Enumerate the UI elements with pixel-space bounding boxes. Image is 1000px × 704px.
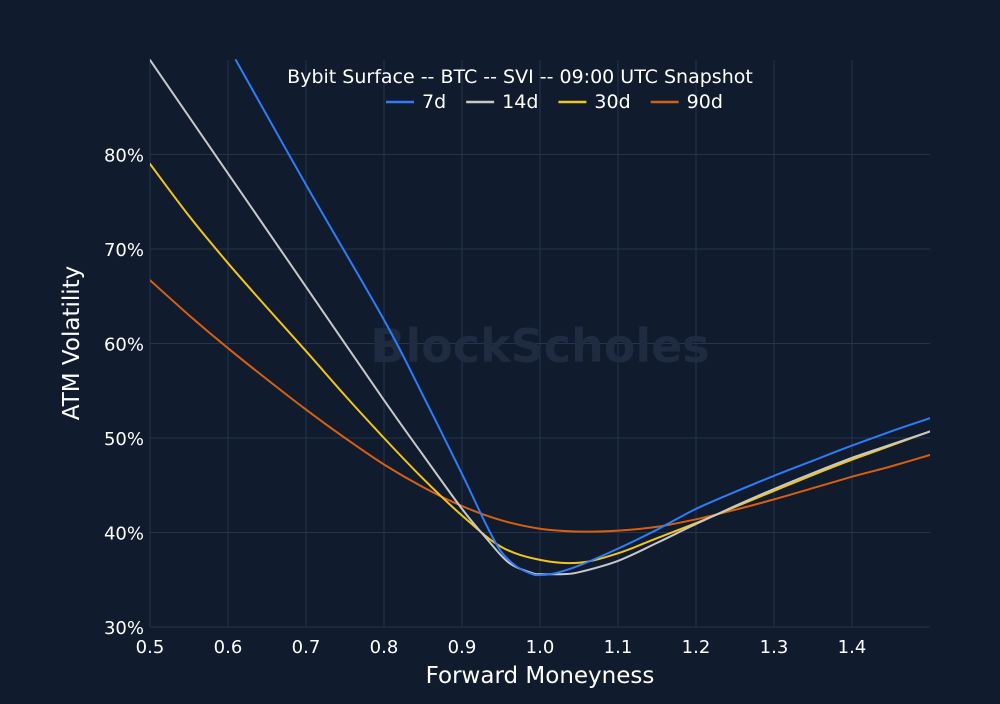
x-tick-label: 1.0 — [526, 637, 555, 658]
x-tick-label: 0.9 — [448, 637, 477, 658]
y-tick-label: 60% — [104, 335, 144, 356]
x-axis-title: Forward Moneyness — [426, 663, 655, 689]
x-tick-label: 1.4 — [838, 637, 867, 658]
y-tick-labels: 30% 40% 50% 60% 70% 80% — [104, 146, 144, 640]
y-tick-label: 70% — [104, 240, 144, 261]
y-axis-title: ATM Volatility — [59, 266, 85, 420]
legend-label-90d: 90d — [687, 91, 723, 113]
legend-label-30d: 30d — [594, 91, 630, 113]
chart-title: Bybit Surface -- BTC -- SVI -- 09:00 UTC… — [287, 66, 753, 88]
x-tick-label: 0.8 — [370, 637, 399, 658]
legend-label-14d: 14d — [502, 91, 538, 113]
x-tick-label: 0.6 — [214, 637, 243, 658]
plot-series — [150, 59, 930, 577]
y-tick-label: 30% — [104, 618, 144, 639]
series-line-30d — [150, 162, 930, 565]
watermark: BlockScholes — [370, 319, 709, 373]
x-tick-label: 0.5 — [136, 637, 165, 658]
x-tick-labels: 0.5 0.6 0.7 0.8 0.9 1.0 1.1 1.2 1.3 1.4 — [136, 637, 867, 658]
y-tick-label: 40% — [104, 524, 144, 545]
x-tick-label: 1.1 — [604, 637, 633, 658]
series-line-90d — [150, 279, 930, 533]
x-tick-label: 1.3 — [760, 637, 789, 658]
x-tick-label: 1.2 — [682, 637, 711, 658]
legend-label-7d: 7d — [422, 91, 446, 113]
y-tick-label: 80% — [104, 146, 144, 167]
y-gridlines — [150, 154, 930, 628]
series-line-7d — [234, 59, 930, 577]
x-tick-label: 0.7 — [292, 637, 321, 658]
y-tick-label: 50% — [104, 429, 144, 450]
legend: 7d 14d 30d 90d — [386, 91, 723, 113]
